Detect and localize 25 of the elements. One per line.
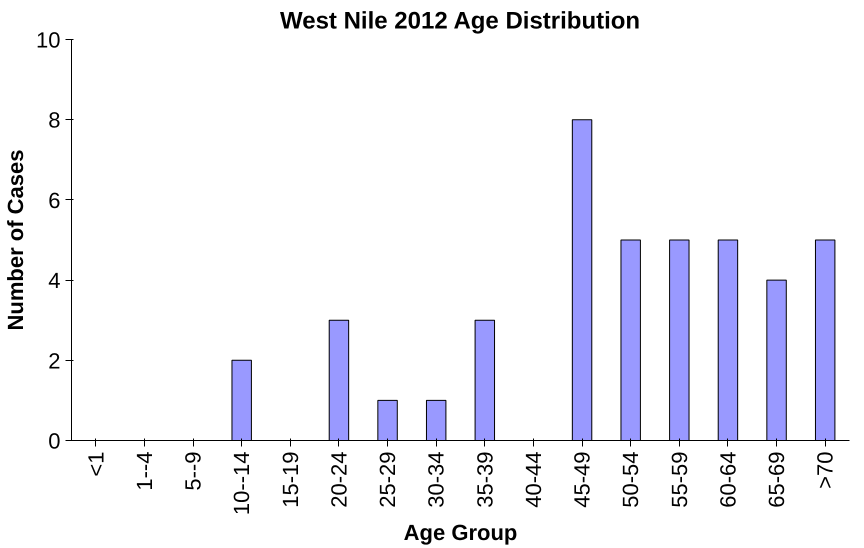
y-tick-label: 10 (36, 28, 61, 52)
chart-title: West Nile 2012 Age Distribution (280, 8, 640, 34)
x-tick-label: 50-54 (618, 451, 644, 508)
x-tick-label: 60-64 (715, 451, 740, 508)
x-tick-label: 20-24 (326, 451, 352, 508)
x-tick-label: 65-69 (764, 451, 790, 508)
x-tick-label: <1 (83, 451, 108, 477)
x-tick-label: 45-49 (570, 451, 595, 508)
y-tick-label: 4 (48, 268, 61, 294)
x-axis-title: Age Group (404, 520, 518, 546)
x-tick-label: 25-29 (375, 451, 400, 508)
x-tick-label: >70 (812, 451, 838, 489)
x-tick-label: 10--14 (229, 452, 254, 516)
x-tick-label: 1--4 (132, 452, 157, 491)
x-tick-label: 40-44 (520, 451, 546, 508)
x-tick-label: 5--9 (180, 452, 206, 491)
y-tick-label: 0 (48, 428, 61, 454)
x-tick-label: 55-59 (666, 451, 692, 508)
x-tick-label: 15-19 (278, 451, 303, 508)
y-tick-label: 6 (48, 188, 61, 213)
x-tick-label: 30-34 (424, 451, 449, 508)
y-axis-title: Number of Cases (3, 150, 28, 330)
y-tick-label: 8 (48, 108, 61, 133)
y-tick-label: 2 (48, 348, 61, 374)
x-tick-label: 35-39 (472, 451, 498, 508)
